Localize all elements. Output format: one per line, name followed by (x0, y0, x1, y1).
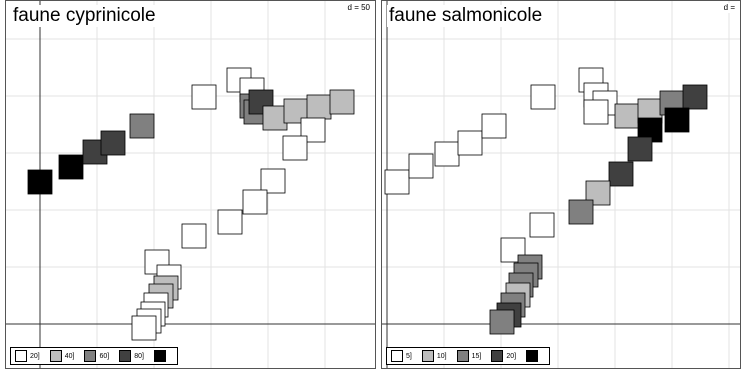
data-point (181, 223, 207, 249)
scatter-plot-right (382, 1, 740, 368)
chart-panel-right: faune salmonicole d = 5] 10] 15] 20] (381, 0, 741, 369)
legend-swatch (49, 350, 62, 362)
data-point (129, 113, 155, 139)
data-point (682, 84, 708, 110)
legend-swatch (421, 350, 434, 362)
data-point (627, 136, 653, 162)
data-point (262, 105, 288, 131)
data-point (530, 84, 556, 110)
legend-item: 20] (491, 350, 522, 362)
data-point (100, 130, 126, 156)
data-point (529, 212, 555, 238)
legend-swatch (391, 350, 403, 362)
legend-swatch (153, 350, 166, 362)
data-point (457, 130, 483, 156)
grid-scale-label: d = (722, 3, 736, 13)
legend-swatch (84, 350, 97, 362)
legend-label: 10] (436, 352, 447, 360)
legend-item: 40] (49, 350, 81, 362)
legend-item: 10] (421, 350, 453, 362)
data-point (191, 84, 217, 110)
legend-label: 15] (471, 352, 482, 360)
data-point (481, 113, 507, 139)
legend-item (153, 350, 169, 362)
data-point (608, 161, 634, 187)
legend-swatch (491, 350, 504, 362)
data-point (242, 189, 268, 215)
legend-item: 60] (84, 350, 115, 362)
legend-swatch (15, 350, 27, 362)
data-point (664, 107, 690, 133)
chart-title: faune cyprinicole (11, 5, 158, 27)
legend-item: 5] (391, 350, 418, 362)
legend-label: 80] (134, 352, 144, 360)
data-point (434, 141, 460, 167)
legend: 5] 10] 15] 20] (386, 347, 551, 365)
data-point (583, 99, 609, 125)
legend-label: 20] (506, 352, 517, 360)
data-point (408, 153, 434, 179)
data-point (585, 180, 611, 206)
legend-item (526, 350, 541, 362)
data-point (568, 199, 594, 225)
legend-item: 80] (119, 350, 150, 362)
legend-item: 15] (456, 350, 488, 362)
data-point (306, 94, 332, 120)
data-point (384, 169, 410, 195)
legend-swatch (119, 350, 132, 362)
legend-label: 40] (64, 352, 75, 360)
data-point (131, 315, 157, 341)
data-point (58, 154, 84, 180)
legend-label: 60] (99, 352, 110, 360)
data-point (489, 309, 515, 335)
scatter-plot-left (6, 1, 375, 368)
legend: 20] 40] 60] 80] (10, 347, 178, 365)
data-point (614, 103, 640, 129)
legend-swatch (456, 350, 469, 362)
legend-item: 20] (15, 350, 46, 362)
chart-title: faune salmonicole (387, 5, 545, 27)
legend-swatch (526, 350, 539, 362)
chart-panel-left: faune cyprinicole d = 50 20] 40] 60] 80] (5, 0, 376, 369)
legend-label: 5] (406, 352, 412, 360)
legend-label: 20] (30, 352, 40, 360)
data-point (282, 135, 308, 161)
data-point (27, 169, 53, 195)
data-point (217, 209, 243, 235)
data-point (260, 168, 286, 194)
data-point (329, 89, 355, 115)
grid-scale-label: d = 50 (346, 3, 371, 13)
